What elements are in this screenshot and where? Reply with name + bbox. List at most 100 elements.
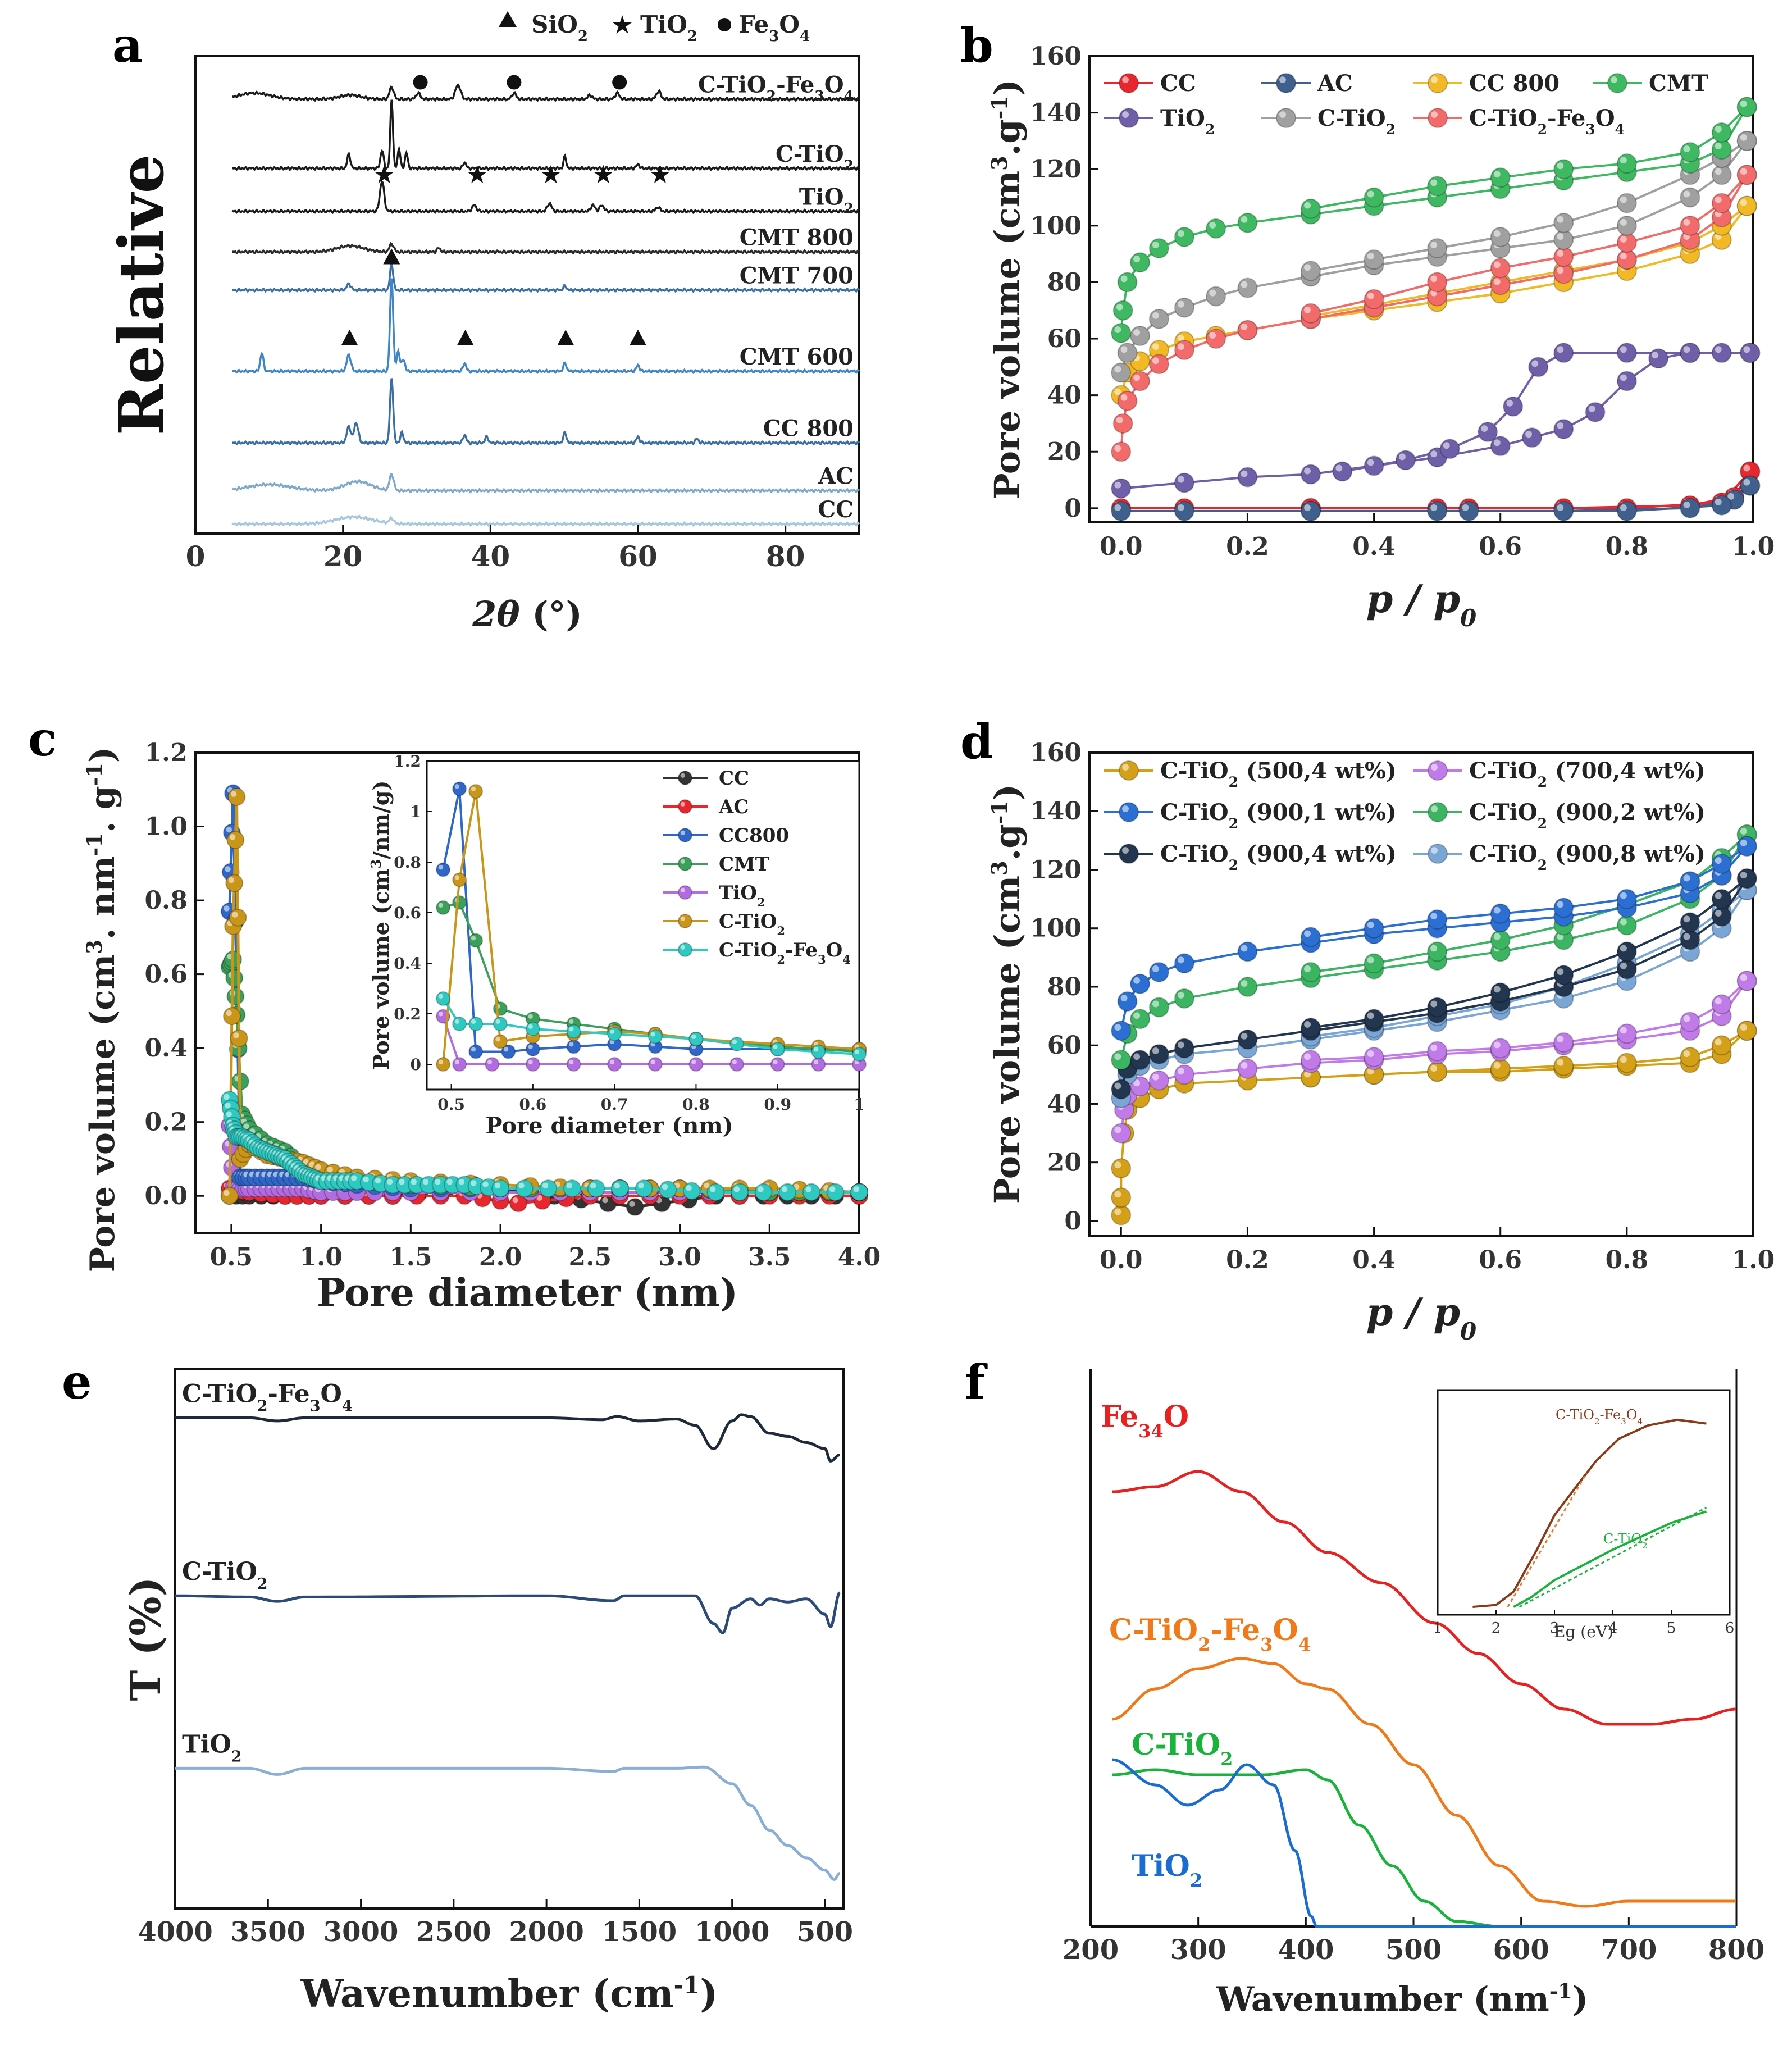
isotherm-point-CMT-shine bbox=[1116, 303, 1123, 311]
inset-psd-point-C-TiO2-Fe3O4 bbox=[770, 1042, 785, 1056]
inset-psd-point-TiO2-shine bbox=[732, 1059, 737, 1065]
xrd-label-AC: AC bbox=[818, 463, 854, 490]
legend-c-marker-C-TiO2-Fe3O4-shine bbox=[680, 945, 686, 950]
psd-point-C-TiO2-shine bbox=[232, 912, 238, 918]
legend-c-marker-CMT bbox=[678, 857, 692, 871]
isotherm-point-C-TiO2-shine bbox=[1715, 168, 1722, 175]
isotherm-point-C-TiO2-Fe3O4 bbox=[1148, 354, 1169, 375]
xrd-line-TiO2 bbox=[231, 180, 860, 215]
isotherm-point-C-TiO2 (700,4 wt%)-shine bbox=[1715, 997, 1722, 1005]
psd-point-CMT-shine bbox=[243, 1123, 249, 1129]
triangle-legend-marker bbox=[499, 11, 517, 27]
legend-b-TiO2-marker-shine bbox=[1122, 111, 1129, 118]
inset-psd-point-C-TiO2-Fe3O4-shine bbox=[471, 1019, 476, 1024]
legend-c-label-AC: AC bbox=[718, 796, 749, 818]
isotherm-point-C-TiO2 (500,4 wt%) bbox=[1490, 1058, 1511, 1079]
panel-b-y-tick-label: 40 bbox=[1047, 381, 1082, 410]
isotherm-point-C-TiO2 bbox=[1427, 238, 1448, 259]
inset-psd-point-CC800 bbox=[436, 862, 451, 877]
legend-d-C-TiO2 (900,1 wt%)-marker-shine bbox=[1122, 805, 1129, 813]
psd-point-CMT bbox=[225, 969, 244, 987]
psd-point-C-TiO2-shine bbox=[704, 1182, 710, 1189]
legend-c-marker-CC-shine bbox=[680, 773, 686, 778]
inset-f-x-tick-label: 1 bbox=[1433, 1620, 1443, 1637]
legend-b-C-TiO2-marker-shine bbox=[1279, 111, 1286, 118]
panel-f-xlabel: Wavenumber (nm-1) bbox=[1216, 1979, 1588, 2019]
isotherm-point-C-TiO2-Fe3O4 bbox=[1237, 320, 1258, 340]
ftir-label-C-TiO2-Fe3O4: C-TiO2-Fe3O4 bbox=[182, 1379, 353, 1415]
psd-point-C-TiO2-Fe3O4-shine bbox=[435, 1179, 441, 1185]
inset-psd-point-C-TiO2-Fe3O4-shine bbox=[495, 1019, 500, 1024]
xrd-line-CMT 700 bbox=[231, 261, 860, 293]
isotherm-point-TiO2-shine bbox=[1588, 405, 1595, 412]
legend-d-C-TiO2 (900,1 wt%)-label: C-TiO2 (900,1 wt%) bbox=[1160, 799, 1397, 832]
xrd-label-CMT 600: CMT 600 bbox=[740, 344, 854, 370]
panel-c-x-tick-label: 1.0 bbox=[299, 1243, 343, 1272]
isotherm-point-C-TiO2 (700,4 wt%)-shine bbox=[1133, 1079, 1141, 1087]
legend-b-CC 800-marker-shine bbox=[1431, 76, 1438, 83]
isotherm-point-C-TiO2-Fe3O4 bbox=[1680, 215, 1700, 236]
isotherm-point-TiO2 bbox=[1740, 343, 1761, 363]
isotherm-point-C-TiO2-shine bbox=[1304, 264, 1311, 271]
isotherm-point-C-TiO2 (900,4 wt%) bbox=[1174, 1038, 1194, 1059]
panel-f-x-tick-label: 200 bbox=[1063, 1934, 1119, 1966]
isotherm-point-C-TiO2 (900,4 wt%) bbox=[1237, 1029, 1258, 1050]
panel-d-y-tick-label: 20 bbox=[1047, 1149, 1082, 1177]
isotherm-point-C-TiO2-shine bbox=[1367, 253, 1374, 260]
psd-point-C-TiO2-shine bbox=[315, 1164, 321, 1170]
inset-psd-point-CC800 bbox=[566, 1039, 581, 1054]
isotherm-point-CMT bbox=[1111, 322, 1132, 343]
isotherm-point-C-TiO2 (900,1 wt%) bbox=[1616, 889, 1637, 909]
psd-point-CC800-shine bbox=[225, 866, 231, 872]
isotherm-point-AC bbox=[1616, 500, 1637, 521]
isotherm-point-TiO2-shine bbox=[1335, 464, 1343, 472]
isotherm-point-CMT bbox=[1490, 167, 1511, 188]
legend-d-C-TiO2 (700,4 wt%)-label: C-TiO2 (700,4 wt%) bbox=[1469, 758, 1706, 790]
inset-psd-point-TiO2 bbox=[607, 1057, 622, 1072]
inset-psd-point-TiO2 bbox=[525, 1057, 540, 1072]
isotherm-point-TiO2 bbox=[1616, 371, 1637, 391]
isotherm-point-C-TiO2-shine bbox=[1241, 281, 1248, 288]
isotherm-point-AC-shine bbox=[1620, 504, 1627, 511]
inset-psd-point-TiO2 bbox=[688, 1057, 704, 1072]
isotherm-point-C-TiO2 (900,2 wt%) bbox=[1427, 941, 1448, 962]
isotherm-point-C-TiO2 bbox=[1616, 193, 1637, 213]
panel-c-x-tick-label: 3.5 bbox=[748, 1243, 791, 1272]
isotherm-point-CMT-shine bbox=[1557, 162, 1564, 170]
inset-psd-point-C-TiO2-Fe3O4-shine bbox=[691, 1034, 696, 1040]
ftir-line-TiO2 bbox=[175, 1765, 840, 1881]
isotherm-point-TiO2-shine bbox=[1481, 425, 1488, 432]
isotherm-point-CMT-shine bbox=[1209, 221, 1216, 229]
inset-psd-point-C-TiO2-Fe3O4-shine bbox=[650, 1032, 655, 1037]
star-legend-marker: ★ bbox=[612, 12, 632, 38]
psd-point-C-TiO2-Fe3O4-shine bbox=[638, 1182, 644, 1189]
panel-c-y-tick-label: 0.6 bbox=[144, 960, 188, 989]
psd-point-C-TiO2-Fe3O4-shine bbox=[224, 1094, 230, 1100]
tio2-peak-marker: ★ bbox=[650, 161, 670, 188]
isotherm-point-C-TiO2 (900,2 wt%) bbox=[1301, 962, 1321, 982]
psd-point-C-TiO2-Fe3O4-shine bbox=[662, 1183, 668, 1190]
psd-point-C-TiO2-Fe3O4 bbox=[563, 1179, 581, 1198]
isotherm-point-C-TiO2-Fe3O4-shine bbox=[1116, 417, 1123, 423]
isotherm-point-C-TiO2-shine bbox=[1620, 218, 1627, 226]
isotherm-point-C-TiO2-Fe3O4-shine bbox=[1715, 196, 1722, 203]
inset-psd-point-TiO2-shine bbox=[609, 1059, 615, 1065]
psd-point-C-TiO2-Fe3O4 bbox=[754, 1183, 773, 1201]
panel-e-ylabel: T (%) bbox=[122, 1577, 170, 1701]
isotherm-point-C-TiO2 (700,4 wt%) bbox=[1174, 1064, 1194, 1085]
isotherm-point-C-TiO2 (900,1 wt%) bbox=[1301, 927, 1321, 947]
panel-a-xlabel: 2θ (°) bbox=[472, 594, 582, 635]
inset-psd-point-CMT-shine bbox=[528, 1014, 533, 1019]
isotherm-point-C-TiO2 (900,4 wt%)-shine bbox=[1367, 1012, 1374, 1019]
panel-b-y-tick-label: 160 bbox=[1030, 42, 1082, 71]
inset-psd-point-CC800-shine bbox=[503, 1047, 509, 1052]
psd-point-C-TiO2 bbox=[229, 908, 247, 927]
isotherm-point-C-TiO2 (500,4 wt%)-shine bbox=[1304, 1071, 1311, 1078]
isotherm-point-CC 800-shine bbox=[1740, 199, 1747, 206]
isotherm-point-C-TiO2 (700,4 wt%)-shine bbox=[1557, 1036, 1564, 1043]
isotherm-point-CMT-shine bbox=[1114, 326, 1121, 333]
isotherm-point-C-TiO2 (700,4 wt%) bbox=[1553, 1032, 1574, 1053]
isotherm-point-TiO2 bbox=[1553, 343, 1574, 363]
inset-psd-point-C-TiO2-Fe3O4 bbox=[566, 1024, 581, 1039]
isotherm-point-C-TiO2 (900,4 wt%)-shine bbox=[1152, 1047, 1159, 1054]
